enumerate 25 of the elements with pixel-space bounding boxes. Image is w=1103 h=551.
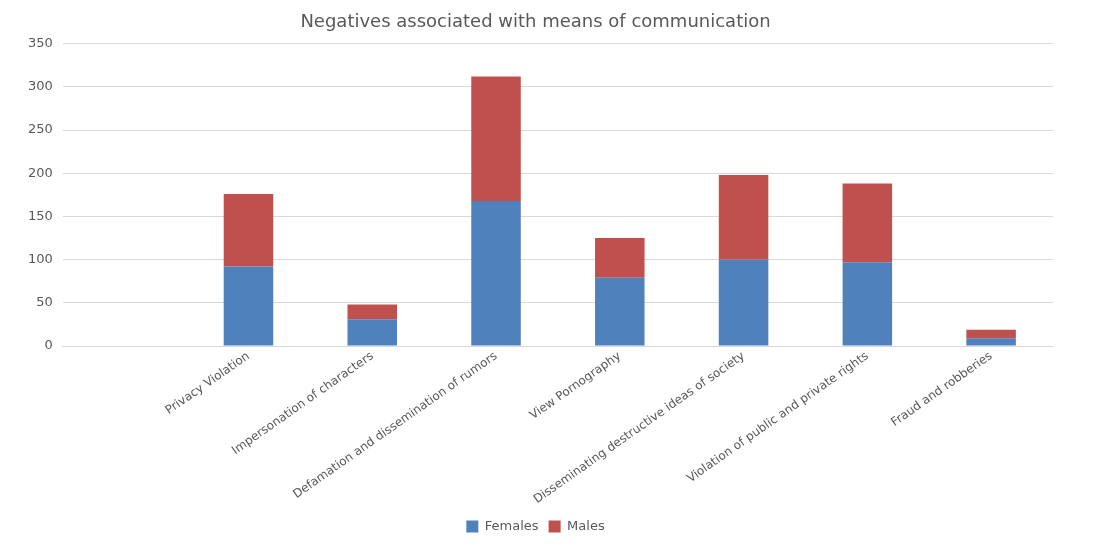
y-tick-label: 300 [27, 78, 53, 94]
bar [223, 193, 274, 267]
y-tick-label: 0 [44, 337, 53, 353]
legend-label: Males [567, 517, 605, 533]
bar [595, 238, 645, 278]
bar [718, 174, 769, 260]
legend-label: Females [484, 517, 539, 533]
bar [842, 262, 893, 346]
bar [842, 183, 893, 263]
bar [595, 277, 645, 346]
bar [471, 76, 521, 201]
bar [347, 304, 397, 320]
y-tick-label: 200 [27, 164, 53, 180]
bar [718, 259, 769, 346]
y-tick-label: 250 [27, 121, 53, 137]
bar [223, 266, 274, 346]
bar [966, 338, 1016, 346]
bar [966, 329, 1016, 339]
y-tick-label: 350 [27, 34, 53, 50]
y-tick-label: 150 [27, 207, 53, 223]
bar [347, 319, 397, 346]
y-tick-label: 100 [27, 251, 53, 267]
y-tick-label: 50 [36, 294, 53, 310]
bar [471, 200, 521, 346]
chart-title: Negatives associated with means of communication [300, 10, 771, 32]
